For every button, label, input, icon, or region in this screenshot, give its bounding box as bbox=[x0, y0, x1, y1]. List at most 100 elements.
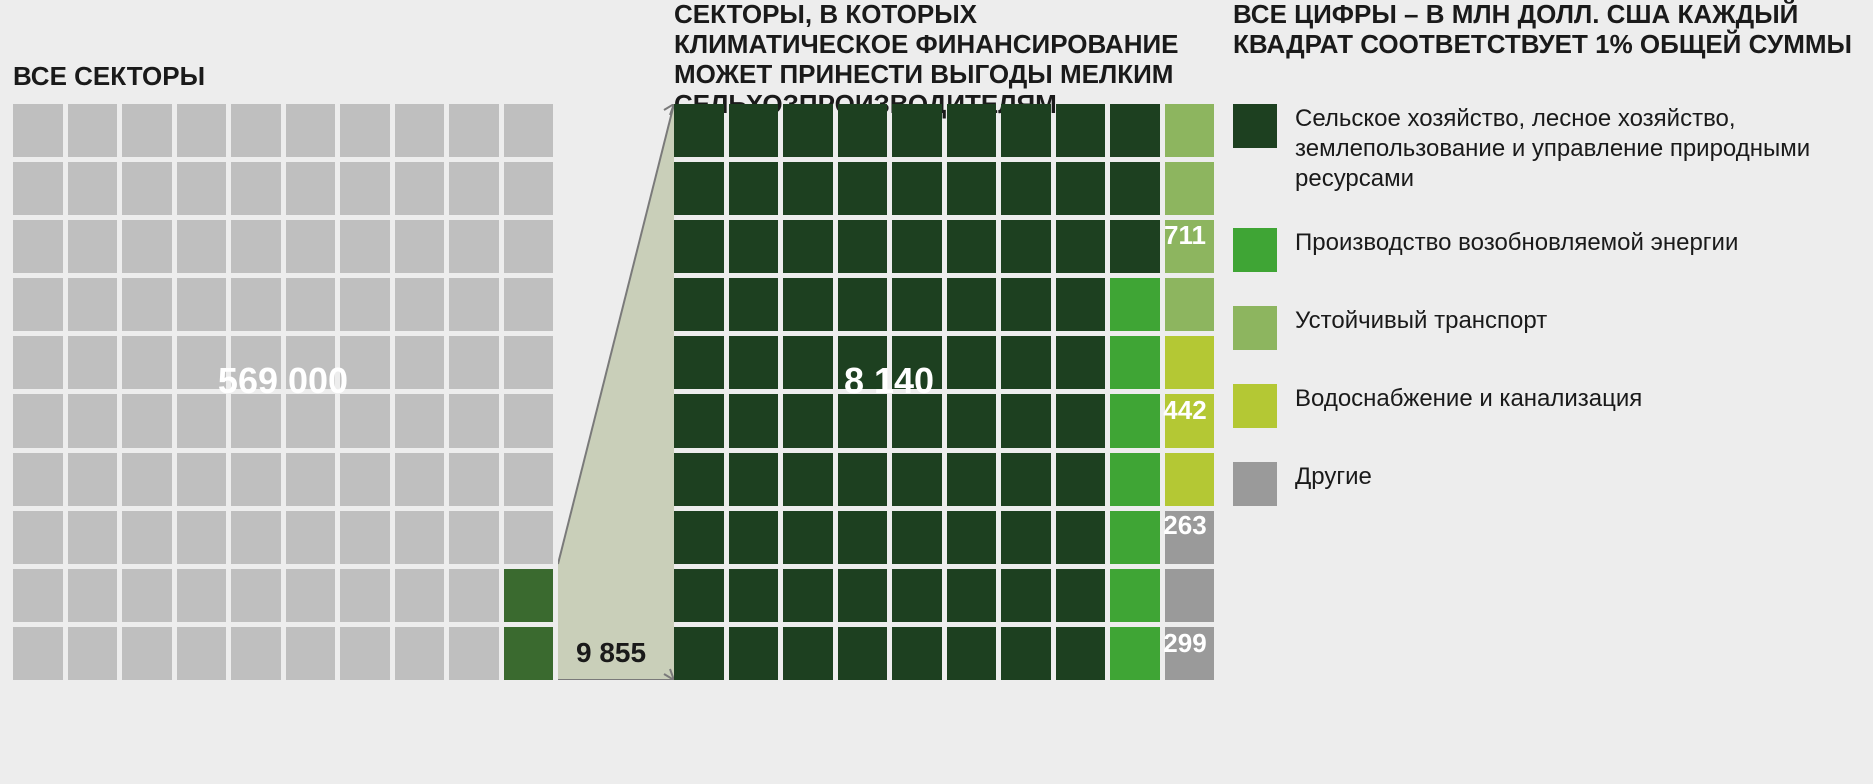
waffle-cell bbox=[947, 569, 997, 622]
waffle-cell bbox=[783, 453, 833, 506]
waffle-cell bbox=[674, 627, 724, 680]
waffle-cell bbox=[947, 336, 997, 389]
waffle-cell bbox=[449, 511, 499, 564]
waffle-cell bbox=[1001, 569, 1051, 622]
title-legend-note: ВСЕ ЦИФРЫ – В МЛН ДОЛЛ. США КАЖДЫЙ КВАДР… bbox=[1233, 0, 1873, 60]
waffle-cell bbox=[947, 220, 997, 273]
waffle-cell bbox=[1056, 453, 1106, 506]
waffle-cell bbox=[1110, 453, 1160, 506]
waffle-cell bbox=[340, 162, 390, 215]
waffle-cell bbox=[231, 278, 281, 331]
waffle-cell bbox=[504, 511, 554, 564]
waffle-cell bbox=[286, 278, 336, 331]
waffle-cell bbox=[729, 336, 779, 389]
waffle-cell bbox=[1001, 453, 1051, 506]
waffle-cell bbox=[122, 162, 172, 215]
waffle-cell bbox=[177, 162, 227, 215]
waffle-cell bbox=[1165, 336, 1215, 389]
waffle-cell bbox=[177, 627, 227, 680]
legend-item-transport: Устойчивый транспорт bbox=[1233, 306, 1863, 350]
waffle-cell bbox=[13, 394, 63, 447]
waffle-cell bbox=[892, 336, 942, 389]
waffle-cell bbox=[892, 104, 942, 157]
waffle-cell bbox=[340, 627, 390, 680]
waffle-cell bbox=[1001, 627, 1051, 680]
waffle-cell bbox=[892, 394, 942, 447]
waffle-cell bbox=[1165, 104, 1215, 157]
waffle-cell bbox=[340, 569, 390, 622]
waffle-cell bbox=[395, 627, 445, 680]
waffle-cell bbox=[177, 220, 227, 273]
waffle-cell bbox=[783, 278, 833, 331]
waffle-cell bbox=[122, 453, 172, 506]
waffle-cell bbox=[13, 511, 63, 564]
waffle-cell bbox=[1056, 394, 1106, 447]
waffle-cell bbox=[449, 569, 499, 622]
waffle-cell bbox=[1165, 511, 1215, 564]
waffle-cell bbox=[892, 569, 942, 622]
waffle-cell bbox=[892, 511, 942, 564]
waffle-cell bbox=[13, 627, 63, 680]
waffle-cell bbox=[838, 336, 888, 389]
waffle-cell bbox=[892, 278, 942, 331]
waffle-cell bbox=[13, 162, 63, 215]
waffle-cell bbox=[947, 627, 997, 680]
waffle-cell bbox=[122, 511, 172, 564]
waffle-cell bbox=[1165, 162, 1215, 215]
waffle-cell bbox=[947, 511, 997, 564]
waffle-cell bbox=[674, 511, 724, 564]
waffle-cell bbox=[504, 453, 554, 506]
waffle-cell bbox=[177, 104, 227, 157]
waffle-cell bbox=[449, 162, 499, 215]
waffle-cell bbox=[395, 162, 445, 215]
waffle-cell bbox=[449, 278, 499, 331]
waffle-cell bbox=[783, 511, 833, 564]
waffle-cell bbox=[783, 336, 833, 389]
legend-label: Устойчивый транспорт bbox=[1295, 306, 1547, 336]
waffle-cell bbox=[1165, 220, 1215, 273]
waffle-cell bbox=[838, 569, 888, 622]
legend-item-water: Водоснабжение и канализация bbox=[1233, 384, 1863, 428]
waffle-cell bbox=[395, 278, 445, 331]
waffle-cell bbox=[395, 453, 445, 506]
waffle-cell bbox=[838, 394, 888, 447]
waffle-cell bbox=[1001, 336, 1051, 389]
legend-swatch bbox=[1233, 228, 1277, 272]
waffle-cell bbox=[1110, 569, 1160, 622]
waffle-cell bbox=[286, 104, 336, 157]
waffle-cell bbox=[13, 104, 63, 157]
waffle-cell bbox=[177, 453, 227, 506]
waffle-cell bbox=[395, 220, 445, 273]
waffle-cell bbox=[1056, 336, 1106, 389]
waffle-cell bbox=[729, 104, 779, 157]
waffle-cell bbox=[231, 453, 281, 506]
waffle-cell bbox=[674, 569, 724, 622]
waffle-cell bbox=[674, 278, 724, 331]
waffle-cell bbox=[68, 336, 118, 389]
waffle-cell bbox=[1110, 627, 1160, 680]
connector-shape bbox=[558, 104, 674, 680]
legend-label: Производство возобновляемой энергии bbox=[1295, 228, 1738, 258]
waffle-cell bbox=[947, 394, 997, 447]
waffle-cell bbox=[838, 220, 888, 273]
waffle-cell bbox=[838, 104, 888, 157]
legend-swatch bbox=[1233, 306, 1277, 350]
waffle-cell bbox=[395, 511, 445, 564]
waffle-cell bbox=[13, 569, 63, 622]
waffle-cell bbox=[122, 278, 172, 331]
legend-swatch bbox=[1233, 104, 1277, 148]
waffle-cell bbox=[340, 511, 390, 564]
waffle-cell bbox=[395, 394, 445, 447]
waffle-cell bbox=[504, 278, 554, 331]
waffle-cell bbox=[783, 220, 833, 273]
waffle-cell bbox=[947, 453, 997, 506]
title-all-sectors: ВСЕ СЕКТОРЫ bbox=[13, 62, 205, 92]
waffle-cell bbox=[231, 627, 281, 680]
waffle-cell bbox=[68, 394, 118, 447]
waffle-cell bbox=[674, 394, 724, 447]
waffle-cell bbox=[177, 569, 227, 622]
legend: Сельское хозяйство, лесное хозяйство, зе… bbox=[1233, 104, 1863, 506]
waffle-cell bbox=[68, 278, 118, 331]
waffle-cell bbox=[340, 220, 390, 273]
waffle-cell bbox=[449, 394, 499, 447]
